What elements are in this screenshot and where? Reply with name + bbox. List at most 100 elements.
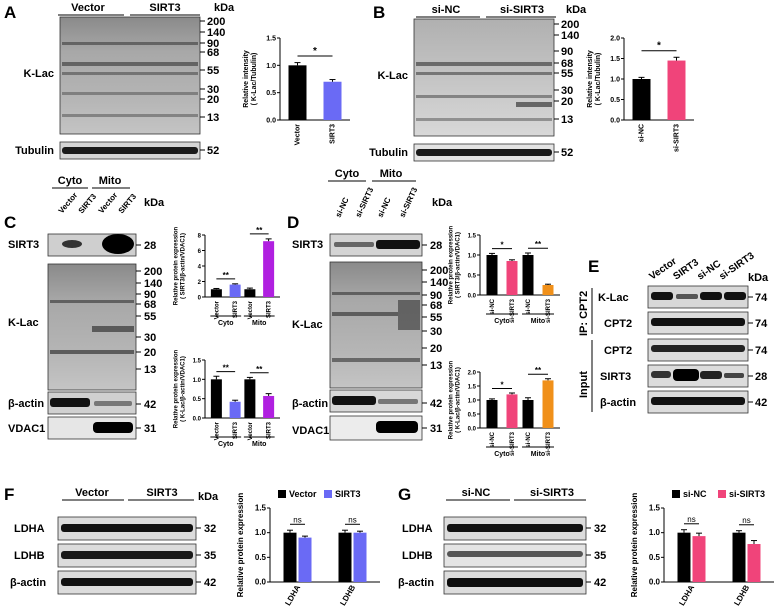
y-tick-label: 0.5 xyxy=(468,274,477,280)
panel-g: G si-NC si-SIRT3 LDHA LDHB β-actin 32 35… xyxy=(398,485,606,595)
group-label: Cyto xyxy=(494,451,510,458)
blot-label-vdac1: VDAC1 xyxy=(292,425,329,437)
y-axis-label: Relative protein expression xyxy=(449,360,455,439)
bar xyxy=(210,379,222,418)
lane-label: SIRT3 xyxy=(117,192,139,216)
marker: 55 xyxy=(207,65,219,77)
blot-label-actin: β-actin xyxy=(8,398,44,410)
y-axis-label: Relative intensity xyxy=(587,50,594,108)
group-label-si-sirt3: si-SIRT3 xyxy=(500,4,544,16)
y-tick-label: 2.0 xyxy=(610,36,620,43)
panel-letter-e: E xyxy=(588,257,599,276)
group-label-vector: Vector xyxy=(71,2,105,14)
blot-label-vdac1: VDAC1 xyxy=(8,423,45,435)
y-tick-label: 2 xyxy=(198,280,202,286)
sirt3-band xyxy=(334,242,374,247)
group-label-sirt3: SIRT3 xyxy=(146,487,177,499)
group-label-vector: Vector xyxy=(75,487,109,499)
legend-label: Vector xyxy=(289,489,317,499)
klac-band xyxy=(651,292,673,300)
bar xyxy=(229,284,241,297)
tubulin-band xyxy=(416,149,552,156)
y-tick-label: 1.5 xyxy=(255,504,267,513)
y-tick-label: 1.0 xyxy=(468,254,477,260)
actin-band xyxy=(447,578,583,587)
marker: 200 xyxy=(144,266,162,278)
y-tick-label: 1.0 xyxy=(193,378,202,384)
y-tick-label: 0.5 xyxy=(649,553,661,562)
legend-swatch xyxy=(718,490,726,498)
marker-ticks: 200 140 90 68 55 30 20 13 xyxy=(136,266,162,376)
bar xyxy=(542,285,554,295)
y-tick-label: 1.5 xyxy=(266,36,276,43)
marker: 13 xyxy=(144,364,156,376)
marker: 140 xyxy=(561,30,579,42)
y-tick-label: 6 xyxy=(198,249,202,255)
cpt2-band xyxy=(651,318,745,326)
ldhb-band xyxy=(61,551,193,559)
lane-label: si-NC xyxy=(334,196,351,219)
sig-label: ** xyxy=(223,271,230,280)
marker: 20 xyxy=(430,343,442,355)
y-tick-label: 0 xyxy=(198,296,202,302)
group-label: Mito xyxy=(252,441,266,448)
marker: 32 xyxy=(204,523,216,535)
bar xyxy=(522,255,534,295)
x-tick-label: SIRT3 xyxy=(330,124,337,144)
klac-blot xyxy=(413,18,555,137)
y-tick-label: 8 xyxy=(198,234,202,240)
y-tick-label: 0.5 xyxy=(266,90,276,97)
chart-a: 0.0 0.5 1.0 1.5 Relative intensity( K-Lac/Tu… xyxy=(243,36,350,145)
chart-d-top: 0.0 0.5 1.0 1.5 Relative protein expression(… xyxy=(449,225,560,325)
bar xyxy=(283,532,297,582)
y-tick-label: 0.0 xyxy=(468,427,477,433)
bar xyxy=(263,395,275,418)
group-label: Mito xyxy=(531,318,545,325)
marker-ticks: 200 140 90 68 55 30 20 13 xyxy=(554,19,579,126)
lane-labels: si-NC si-SIRT3 si-NC si-SIRT3 xyxy=(334,186,420,219)
marker: 42 xyxy=(430,398,442,410)
kda-label: kDa xyxy=(198,491,219,503)
y-axis-label: ( SIRT3/β-actin/VDAC1) xyxy=(456,232,462,298)
klac-bands xyxy=(332,292,420,362)
marker: 13 xyxy=(561,114,573,126)
bar xyxy=(486,255,498,295)
vdac1-band xyxy=(376,421,418,433)
y-tick-label: 2.0 xyxy=(468,371,477,377)
sig-label: * xyxy=(500,241,504,250)
marker: 35 xyxy=(204,550,216,562)
legend-swatch xyxy=(278,490,286,498)
marker: 28 xyxy=(144,240,156,252)
y-tick-label: 0.5 xyxy=(193,397,202,403)
y-tick-label: 4 xyxy=(198,265,202,271)
lane-label: Vector xyxy=(57,191,80,216)
bar xyxy=(667,60,686,120)
blot-label: β-actin xyxy=(398,577,434,589)
marker: 28 xyxy=(430,240,442,252)
legend-label: SIRT3 xyxy=(335,489,361,499)
marker: 31 xyxy=(430,423,442,435)
bar xyxy=(542,380,554,428)
panel-letter-d: D xyxy=(287,213,299,232)
marker: 68 xyxy=(430,300,442,312)
lane-labels: Vector SIRT3 si-NC si-SIRT3 xyxy=(647,250,756,282)
group-label-sirt3: SIRT3 xyxy=(149,2,180,14)
bar xyxy=(338,532,352,582)
panel-a: A Vector SIRT3 kDa K-Lac 200 140 90 68 5… xyxy=(4,2,235,160)
marker: 68 xyxy=(207,47,219,59)
blot-label-tubulin: Tubulin xyxy=(15,145,54,157)
lane-label: si-SIRT3 xyxy=(398,186,420,219)
blot-label-klac: K-Lac xyxy=(292,319,323,331)
marker: 140 xyxy=(430,277,448,289)
lane-label: si-SIRT3 xyxy=(354,186,376,219)
x-tick-label: SIRT3 xyxy=(233,300,239,318)
sig-label: ** xyxy=(256,365,263,374)
x-tick-label: Vector xyxy=(214,421,220,440)
fraction-label-mito: Mito xyxy=(380,168,403,180)
y-tick-label: 0.0 xyxy=(610,118,620,125)
sirt3-band xyxy=(700,371,722,379)
marker: 13 xyxy=(207,112,219,124)
x-tick-label: Vector xyxy=(248,300,254,319)
bar xyxy=(229,401,241,418)
y-tick-label: 1.5 xyxy=(649,504,661,513)
